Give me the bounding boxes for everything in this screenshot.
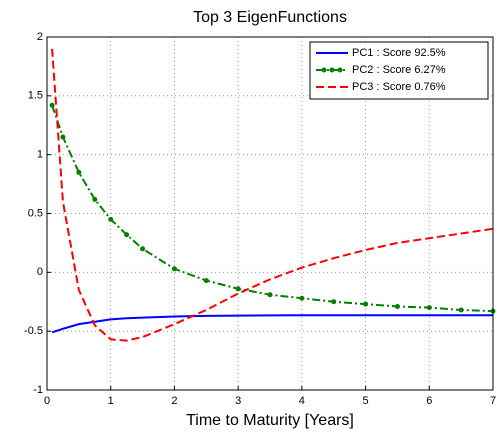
- legend-label: PC1 : Score 92.5%: [352, 47, 446, 59]
- x-tick-label: 2: [171, 395, 177, 407]
- series-marker: [299, 295, 305, 301]
- series-line: [51, 48, 494, 342]
- series-marker: [124, 232, 130, 238]
- series-marker: [363, 301, 369, 307]
- legend-marker: [329, 67, 335, 73]
- series-marker: [203, 278, 209, 284]
- series-marker: [458, 307, 464, 313]
- y-tick-label: 1: [37, 149, 43, 161]
- y-tick-label: -0.5: [24, 325, 43, 337]
- y-tick-label: -1: [33, 384, 43, 396]
- series-marker: [171, 266, 177, 272]
- series-marker: [92, 196, 98, 202]
- chart-title: Top 3 EigenFunctions: [193, 9, 347, 26]
- series-marker: [331, 299, 337, 305]
- legend-label: PC2 : Score 6.27%: [352, 64, 446, 76]
- x-tick-label: 6: [426, 395, 432, 407]
- series-marker: [108, 216, 114, 222]
- legend-marker: [321, 67, 327, 73]
- y-tick-label: 1.5: [28, 90, 43, 102]
- series-marker: [235, 286, 241, 292]
- x-tick-label: 7: [490, 395, 496, 407]
- series-marker: [76, 169, 82, 175]
- plot-border: [46, 36, 494, 391]
- x-tick-label: 5: [363, 395, 369, 407]
- series-marker: [49, 102, 55, 108]
- x-tick-label: 4: [299, 395, 305, 407]
- y-tick-label: 0: [37, 266, 43, 278]
- series-marker: [60, 134, 66, 140]
- x-axis-label: Time to Maturity [Years]: [186, 412, 354, 429]
- legend-label: PC3 : Score 0.76%: [352, 81, 446, 93]
- series-marker: [140, 246, 146, 252]
- x-tick-label: 3: [235, 395, 241, 407]
- x-tick-label: 0: [44, 395, 50, 407]
- series-line: [51, 104, 494, 313]
- x-tick-label: 1: [108, 395, 114, 407]
- y-tick-label: 0.5: [28, 207, 43, 219]
- series-marker: [394, 303, 400, 309]
- series-line: [51, 314, 493, 334]
- y-tick-label: 2: [37, 31, 43, 43]
- legend-marker: [337, 67, 343, 73]
- series-marker: [267, 292, 273, 298]
- series-marker: [426, 305, 432, 311]
